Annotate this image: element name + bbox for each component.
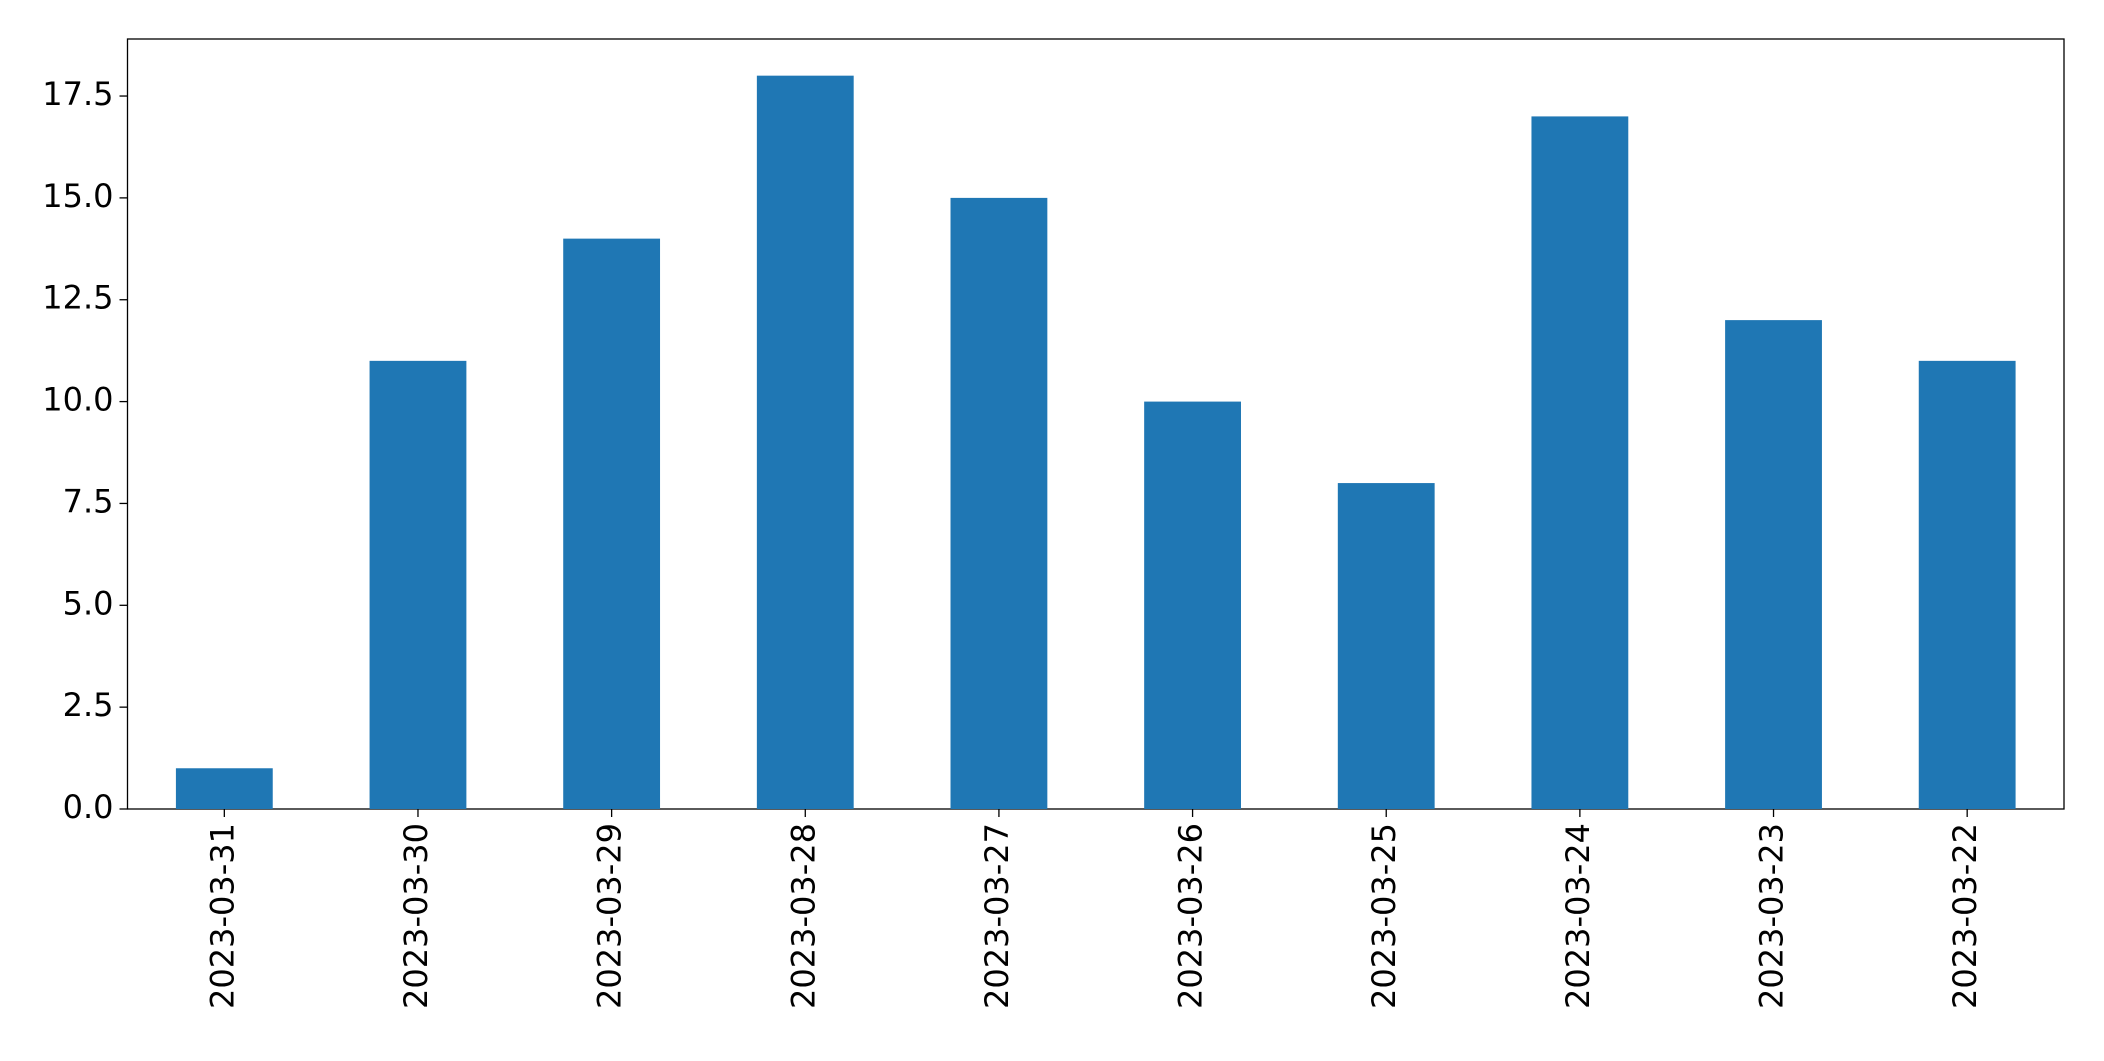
y-tick-label: 5.0 bbox=[63, 584, 114, 622]
x-tick-label: 2023-03-28 bbox=[784, 823, 822, 1009]
bar bbox=[1337, 483, 1435, 809]
bar bbox=[756, 75, 854, 809]
y-tick-label: 2.5 bbox=[63, 686, 114, 724]
bar bbox=[175, 768, 273, 809]
x-tick-label: 2023-03-22 bbox=[1946, 823, 1984, 1009]
y-tick-label: 17.5 bbox=[42, 75, 113, 113]
bar bbox=[1531, 116, 1629, 809]
y-tick-label: 15.0 bbox=[42, 177, 113, 215]
bar bbox=[1918, 360, 2016, 809]
bar bbox=[1725, 320, 1822, 809]
x-tick-label: 2023-03-27 bbox=[978, 823, 1016, 1009]
x-tick-label: 2023-03-31 bbox=[203, 823, 241, 1009]
x-tick-label: 2023-03-24 bbox=[1559, 823, 1597, 1009]
y-tick-label: 12.5 bbox=[42, 279, 113, 317]
y-tick-label: 7.5 bbox=[63, 482, 114, 520]
x-tick-label: 2023-03-23 bbox=[1753, 823, 1791, 1009]
bar bbox=[369, 360, 467, 809]
axes-frame bbox=[126, 38, 2065, 810]
x-tick-label: 2023-03-30 bbox=[397, 823, 435, 1009]
bar bbox=[563, 238, 661, 809]
x-tick-label: 2023-03-29 bbox=[591, 823, 629, 1009]
y-tick-label: 10.0 bbox=[42, 381, 113, 419]
y-tick-label: 0.0 bbox=[63, 788, 114, 826]
x-tick-label: 2023-03-25 bbox=[1365, 823, 1403, 1009]
bar bbox=[1144, 401, 1241, 809]
bar bbox=[950, 197, 1048, 809]
x-tick-label: 2023-03-26 bbox=[1172, 823, 1210, 1009]
